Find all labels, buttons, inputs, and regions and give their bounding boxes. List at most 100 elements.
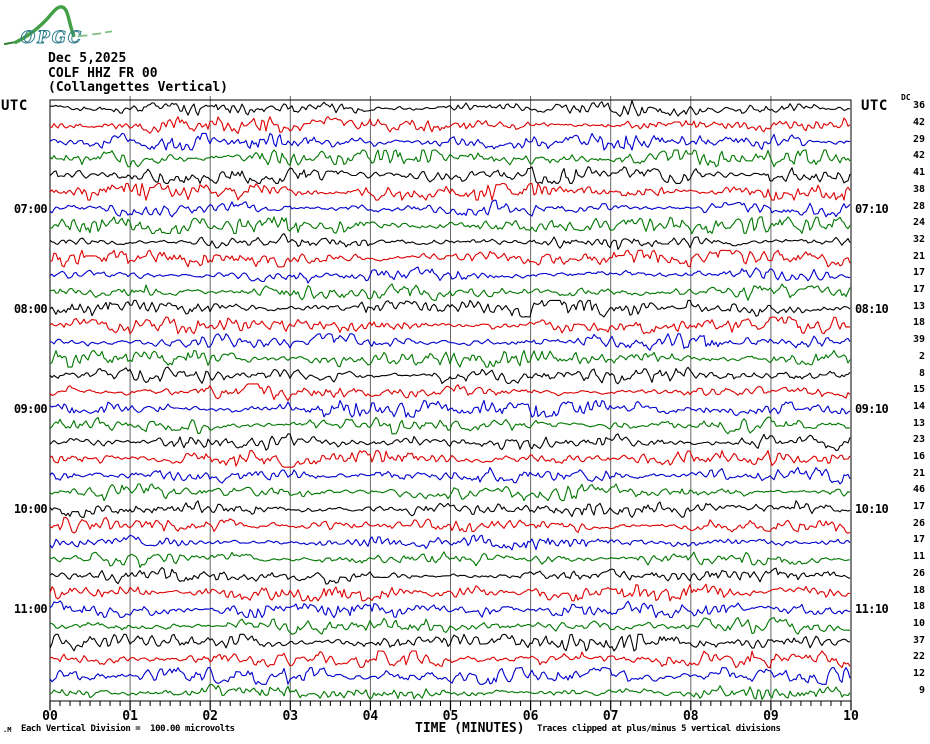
dc-value: 26 xyxy=(912,517,925,529)
dc-value: 42 xyxy=(912,150,925,162)
trace-06:30 xyxy=(49,149,851,168)
trace-11:30 xyxy=(49,650,851,669)
header-date: Dec 5,2025 xyxy=(48,51,127,66)
hour-label-right: 09:10 xyxy=(855,401,889,416)
dc-value: 18 xyxy=(912,601,925,613)
trace-11:10 xyxy=(49,617,851,635)
x-tick-label: 01 xyxy=(122,709,138,724)
bottom-left-mark: .M xyxy=(3,726,12,734)
dc-value: 29 xyxy=(912,133,925,145)
utc-left-label: UTC xyxy=(1,98,28,114)
dc-value: 13 xyxy=(912,300,925,312)
trace-08:50 xyxy=(49,383,851,402)
trace-07:40 xyxy=(49,266,851,284)
dc-value: 24 xyxy=(912,217,925,229)
hour-label-left: 08:00 xyxy=(13,301,48,316)
dc-value: 17 xyxy=(912,501,925,512)
trace-10:00 xyxy=(49,500,851,518)
trace-11:20 xyxy=(49,633,851,652)
trace-06:40 xyxy=(49,166,851,184)
dc-value: 17 xyxy=(912,534,925,546)
dc-value: 32 xyxy=(912,233,925,245)
dc-value: 12 xyxy=(912,668,925,679)
trace-08:00 xyxy=(49,299,851,318)
dc-value: 15 xyxy=(912,384,925,396)
dc-value: 37 xyxy=(912,634,925,646)
x-tick-label: 04 xyxy=(362,709,379,724)
trace-07:50 xyxy=(49,283,851,301)
trace-07:30 xyxy=(49,249,851,268)
trace-09:20 xyxy=(49,433,851,452)
dc-value: 2 xyxy=(918,350,925,362)
dc-value: 41 xyxy=(912,167,925,179)
trace-09:50 xyxy=(49,483,851,502)
hour-label-right: 10:10 xyxy=(855,502,889,516)
dc-value: 21 xyxy=(912,467,925,479)
logo-dash-right xyxy=(77,30,113,38)
x-tick-label: 07 xyxy=(602,709,619,724)
trace-09:00 xyxy=(49,399,851,418)
trace-06:10 xyxy=(49,116,851,134)
dc-value: 16 xyxy=(912,450,925,462)
x-axis-title: TIME (MINUTES) xyxy=(415,721,525,736)
dc-value: 39 xyxy=(912,334,925,346)
trace-08:30 xyxy=(49,349,851,368)
trace-07:10 xyxy=(49,216,851,235)
trace-11:40 xyxy=(49,667,851,685)
x-tick-label: 09 xyxy=(763,709,779,724)
dc-value: 38 xyxy=(912,183,925,195)
trace-10:10 xyxy=(49,516,851,534)
dc-value: 26 xyxy=(912,567,925,579)
x-tick-label: 06 xyxy=(522,709,539,724)
dc-value: 46 xyxy=(912,484,925,496)
dc-value: 23 xyxy=(912,434,925,446)
trace-09:40 xyxy=(49,466,851,485)
trace-10:30 xyxy=(49,551,851,568)
trace-08:40 xyxy=(49,366,851,385)
x-tick-label: 05 xyxy=(442,709,459,724)
scale-note: Each Vertical Division = 100.00 microvol… xyxy=(21,724,235,734)
dc-value: 42 xyxy=(912,117,925,128)
dc-value: 21 xyxy=(912,250,925,262)
hour-label-right: 07:10 xyxy=(855,201,889,216)
trace-11:50 xyxy=(49,683,851,701)
dc-value: 9 xyxy=(918,684,925,696)
dc-value: 13 xyxy=(912,417,925,429)
dc-value: 36 xyxy=(912,100,925,112)
hour-label-left: 07:00 xyxy=(13,201,48,216)
trace-07:20 xyxy=(49,233,851,251)
dc-value: 14 xyxy=(912,400,925,412)
dc-value: 28 xyxy=(912,200,925,212)
x-tick-label: 02 xyxy=(202,709,219,724)
dc-value: 17 xyxy=(912,267,925,279)
hour-label-right: 11:10 xyxy=(855,602,889,617)
trace-10:20 xyxy=(49,534,851,551)
header-station: COLF HHZ FR 00 xyxy=(48,66,158,81)
trace-10:40 xyxy=(49,566,851,585)
hour-label-right: 08:10 xyxy=(855,301,889,316)
dc-value: 22 xyxy=(912,651,925,663)
x-tick-label: 03 xyxy=(282,709,299,724)
x-tick-label: 08 xyxy=(682,709,699,724)
trace-08:20 xyxy=(49,333,851,351)
trace-10:50 xyxy=(49,583,851,602)
hour-label-left: 10:00 xyxy=(13,502,48,516)
hour-label-left: 11:00 xyxy=(13,602,48,617)
dc-value: 18 xyxy=(912,317,925,329)
opgc-logo-text: OPGC xyxy=(21,27,83,47)
dc-column-label: DC xyxy=(901,93,911,102)
trace-11:00 xyxy=(49,600,851,619)
x-tick-label: 10 xyxy=(843,709,859,724)
trace-06:00 xyxy=(49,100,851,117)
dc-value: 10 xyxy=(912,617,925,629)
trace-09:10 xyxy=(49,416,851,435)
trace-06:50 xyxy=(49,182,851,201)
x-tick-label: 00 xyxy=(42,709,58,724)
hour-label-left: 09:00 xyxy=(13,401,48,416)
opgc-logo: OPGC xyxy=(3,5,113,48)
logo-dash-left xyxy=(3,41,16,46)
utc-right-label: UTC xyxy=(861,98,888,114)
logo-volcano-curve xyxy=(14,5,76,44)
